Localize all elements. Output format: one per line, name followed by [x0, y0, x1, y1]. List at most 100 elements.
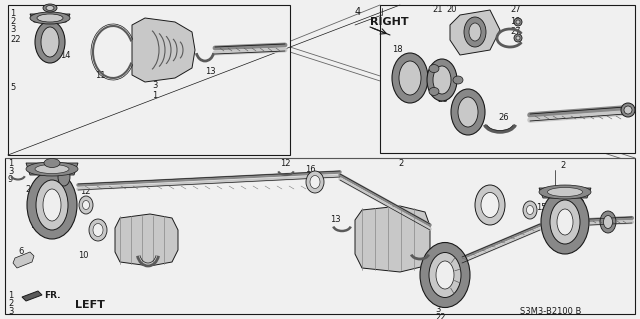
Ellipse shape [469, 23, 481, 41]
Polygon shape [13, 252, 34, 268]
Text: 12: 12 [140, 254, 150, 263]
Text: 24: 24 [415, 63, 426, 72]
Ellipse shape [481, 192, 499, 218]
Ellipse shape [453, 76, 463, 84]
Ellipse shape [464, 17, 486, 47]
Text: 2: 2 [435, 296, 440, 306]
Text: 22: 22 [435, 313, 445, 319]
Ellipse shape [621, 103, 635, 117]
Text: 2: 2 [560, 160, 565, 169]
Text: 6: 6 [18, 248, 24, 256]
Ellipse shape [35, 165, 69, 174]
Ellipse shape [27, 171, 77, 239]
Ellipse shape [392, 53, 428, 103]
Text: RIGHT: RIGHT [370, 17, 408, 27]
Ellipse shape [541, 190, 589, 254]
Text: 3: 3 [152, 80, 157, 90]
Ellipse shape [93, 224, 103, 236]
Text: 11: 11 [390, 246, 401, 255]
Polygon shape [22, 291, 42, 301]
Ellipse shape [550, 200, 580, 244]
Ellipse shape [79, 196, 93, 214]
Ellipse shape [527, 205, 534, 214]
Text: 3: 3 [8, 307, 13, 315]
Polygon shape [450, 10, 500, 55]
Ellipse shape [35, 21, 65, 63]
Text: 12: 12 [305, 181, 316, 189]
Text: 14: 14 [60, 50, 70, 60]
Text: 13: 13 [205, 68, 215, 77]
Polygon shape [355, 206, 430, 272]
Text: 9: 9 [8, 174, 13, 183]
Text: 18: 18 [392, 46, 403, 55]
Ellipse shape [46, 5, 54, 11]
Ellipse shape [523, 201, 537, 219]
Ellipse shape [624, 106, 632, 114]
Ellipse shape [58, 168, 70, 186]
Ellipse shape [475, 185, 505, 225]
Ellipse shape [43, 4, 57, 12]
Text: 28: 28 [437, 95, 447, 105]
Ellipse shape [30, 12, 70, 24]
Text: 13: 13 [330, 216, 340, 225]
Ellipse shape [547, 188, 582, 197]
Polygon shape [539, 188, 591, 198]
Ellipse shape [429, 87, 439, 95]
Text: S3M3-B2100 B: S3M3-B2100 B [520, 308, 581, 316]
Text: 1: 1 [578, 191, 583, 201]
Text: 3: 3 [358, 224, 364, 233]
Text: 2: 2 [398, 159, 403, 167]
Text: 3: 3 [435, 305, 440, 314]
Text: 27: 27 [510, 27, 520, 36]
Text: 25: 25 [430, 71, 440, 80]
Text: 21: 21 [432, 4, 442, 13]
Ellipse shape [604, 216, 612, 228]
Ellipse shape [310, 175, 320, 189]
Ellipse shape [36, 180, 68, 230]
Ellipse shape [458, 97, 478, 127]
Ellipse shape [26, 162, 78, 176]
Ellipse shape [600, 211, 616, 233]
Ellipse shape [41, 27, 59, 57]
Ellipse shape [43, 189, 61, 221]
Text: 1: 1 [152, 91, 157, 100]
Ellipse shape [516, 36, 520, 40]
Text: 27: 27 [510, 4, 520, 13]
Ellipse shape [399, 61, 421, 95]
Ellipse shape [539, 185, 591, 199]
Text: 4: 4 [355, 7, 361, 17]
Text: 1: 1 [8, 159, 13, 167]
Bar [380, 5, 635, 153]
Text: 10: 10 [78, 250, 88, 259]
Polygon shape [132, 18, 195, 82]
Text: 11: 11 [95, 70, 105, 79]
Ellipse shape [429, 64, 439, 72]
Bar [8, 5, 290, 155]
Text: 16: 16 [305, 166, 316, 174]
Text: 10: 10 [487, 211, 497, 219]
Text: 12: 12 [80, 188, 90, 197]
Bar [5, 158, 635, 314]
Text: 14: 14 [397, 261, 408, 270]
Ellipse shape [44, 159, 60, 167]
Text: 26: 26 [498, 114, 509, 122]
Text: 19: 19 [510, 18, 520, 26]
Ellipse shape [429, 253, 461, 298]
Polygon shape [30, 14, 70, 22]
Text: 22: 22 [10, 35, 20, 44]
Polygon shape [115, 214, 178, 266]
Text: FR.: FR. [44, 291, 61, 300]
Text: 2: 2 [8, 299, 13, 308]
Text: 15: 15 [536, 204, 547, 212]
Text: 12: 12 [280, 159, 291, 167]
Text: 2: 2 [25, 186, 30, 195]
Ellipse shape [420, 242, 470, 308]
Ellipse shape [83, 201, 90, 210]
Ellipse shape [514, 34, 522, 42]
Ellipse shape [436, 261, 454, 289]
Text: 8: 8 [578, 207, 584, 217]
Text: 20: 20 [446, 4, 456, 13]
Ellipse shape [516, 20, 520, 24]
Text: 3: 3 [10, 26, 15, 34]
Text: 7: 7 [545, 229, 550, 239]
